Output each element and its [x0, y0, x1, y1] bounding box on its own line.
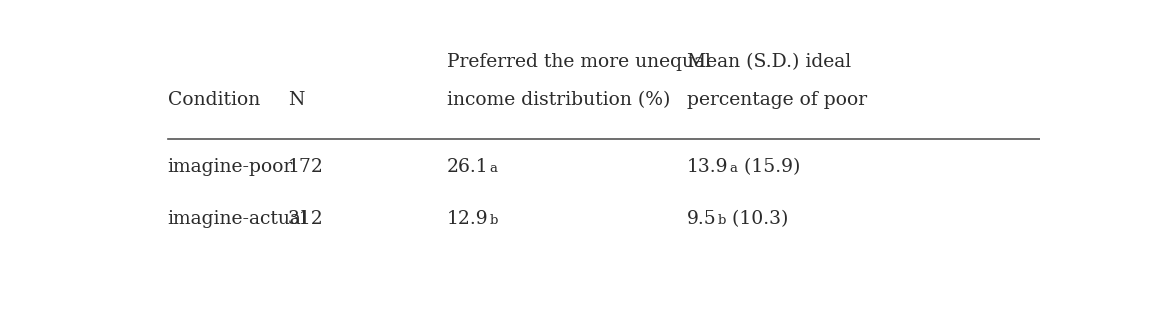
Text: Mean (S.D.) ideal: Mean (S.D.) ideal — [687, 53, 851, 71]
Text: 172: 172 — [288, 158, 324, 176]
Text: a: a — [729, 163, 738, 175]
Text: Preferred the more unequal: Preferred the more unequal — [446, 53, 711, 71]
Text: 12.9: 12.9 — [446, 210, 488, 228]
Text: imagine-poor: imagine-poor — [168, 158, 294, 176]
Text: (10.3): (10.3) — [726, 210, 788, 228]
Text: percentage of poor: percentage of poor — [687, 91, 867, 109]
Text: Condition: Condition — [168, 91, 260, 109]
Text: 9.5: 9.5 — [687, 210, 717, 228]
Text: b: b — [489, 214, 498, 227]
Text: a: a — [489, 163, 497, 175]
Text: 13.9: 13.9 — [687, 158, 728, 176]
Text: imagine-actual: imagine-actual — [168, 210, 307, 228]
Text: 26.1: 26.1 — [446, 158, 488, 176]
Text: N: N — [288, 91, 304, 109]
Text: b: b — [718, 214, 726, 227]
Text: 312: 312 — [288, 210, 324, 228]
Text: income distribution (%): income distribution (%) — [446, 91, 670, 109]
Text: (15.9): (15.9) — [738, 158, 800, 176]
